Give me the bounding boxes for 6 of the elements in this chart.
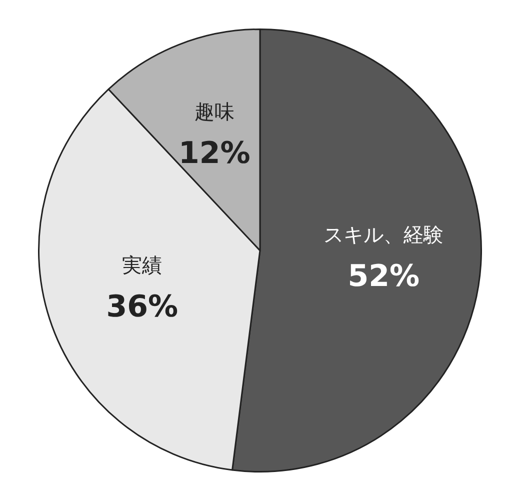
slice-label: スキル、経験 — [324, 222, 444, 246]
slice-label: 実績 — [122, 252, 162, 277]
data-label: 12% — [178, 136, 250, 172]
data-label: 52% — [348, 259, 420, 294]
slice-label: 趣味 — [194, 100, 234, 124]
data-label: 36% — [106, 290, 178, 325]
